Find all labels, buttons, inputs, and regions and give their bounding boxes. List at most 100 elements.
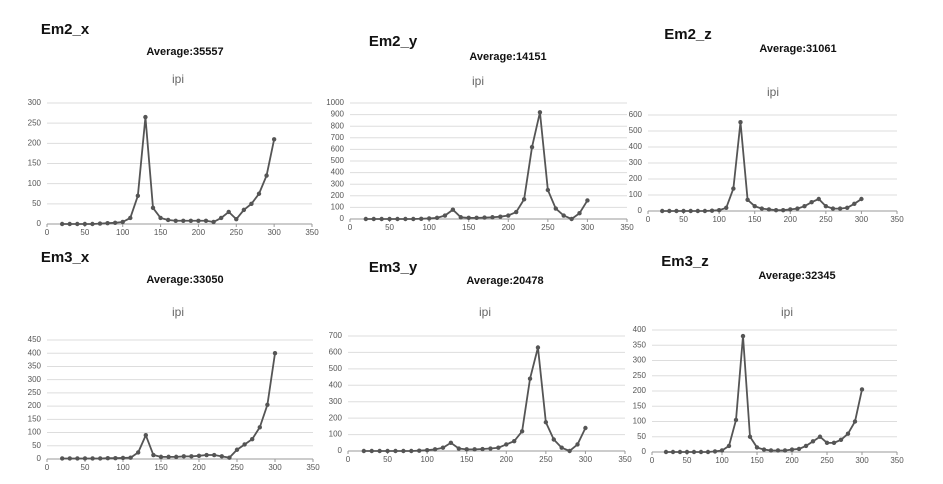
data-point — [403, 216, 408, 222]
y-tick-label: 300 — [28, 375, 42, 384]
data-point — [82, 221, 88, 227]
data-point — [196, 453, 202, 459]
data-point — [411, 216, 416, 222]
data-point — [387, 216, 392, 222]
data-point — [105, 456, 111, 461]
data-point — [795, 206, 800, 211]
data-point — [724, 205, 729, 210]
chart-label: Em3_x — [41, 249, 90, 266]
chart-subtitle: Average:32345 — [758, 270, 835, 282]
data-point — [219, 454, 224, 459]
data-point — [189, 454, 194, 459]
data-point — [773, 208, 779, 213]
data-point — [212, 452, 217, 458]
data-point — [670, 449, 676, 455]
data-point — [135, 193, 141, 198]
data-point — [128, 215, 133, 221]
data-point — [181, 218, 186, 223]
data-point — [831, 440, 837, 446]
x-tick-label: 300 — [267, 228, 281, 237]
x-tick-label: 150 — [154, 463, 168, 472]
x-tick-label: 350 — [306, 463, 320, 472]
y-tick-label: 0 — [638, 206, 643, 215]
y-tick-label: 0 — [338, 446, 343, 455]
y-tick-label: 500 — [629, 126, 643, 135]
data-point — [271, 137, 277, 142]
data-point — [82, 456, 88, 461]
x-tick-label: 100 — [715, 456, 729, 465]
data-point — [257, 425, 262, 430]
y-tick-label: 100 — [633, 417, 647, 426]
data-point — [67, 221, 72, 227]
data-point — [395, 216, 400, 222]
data-point — [775, 448, 781, 453]
data-point — [482, 215, 487, 220]
x-tick-label: 0 — [45, 463, 50, 472]
chart-subtitle: Average:33050 — [146, 274, 223, 286]
data-point — [583, 425, 588, 431]
y-tick-label: 600 — [331, 145, 345, 154]
data-point — [766, 207, 772, 212]
data-point — [250, 436, 255, 442]
data-point — [234, 216, 239, 222]
x-tick-label: 150 — [462, 223, 476, 232]
data-point — [158, 215, 163, 221]
y-tick-label: 0 — [37, 454, 42, 463]
data-point — [569, 216, 574, 222]
y-tick-label: 250 — [28, 118, 42, 127]
data-point — [150, 205, 156, 211]
data-point — [379, 216, 384, 222]
x-tick-label: 200 — [192, 228, 206, 237]
data-point — [504, 442, 509, 447]
data-point — [553, 206, 558, 211]
data-point — [136, 450, 141, 455]
y-tick-label: 0 — [340, 214, 345, 223]
y-tick-label: 100 — [28, 179, 42, 188]
chart-title: ipi — [172, 305, 184, 319]
data-point — [211, 219, 216, 225]
data-point — [181, 454, 186, 459]
y-tick-label: 300 — [331, 179, 345, 188]
x-tick-label: 100 — [116, 463, 130, 472]
data-line — [363, 347, 587, 453]
x-tick-label: 50 — [81, 463, 90, 472]
data-point — [498, 214, 503, 219]
y-tick-label: 350 — [28, 362, 42, 371]
data-point — [585, 198, 590, 203]
data-point — [120, 455, 126, 461]
data-point — [561, 213, 566, 218]
chart-title: ipi — [781, 305, 793, 319]
chart-subtitle: Average:14151 — [469, 51, 546, 63]
data-point — [419, 216, 424, 221]
data-point — [143, 114, 148, 120]
data-line — [365, 112, 589, 221]
data-point — [691, 449, 697, 455]
x-tick-label: 300 — [579, 455, 593, 464]
data-point — [738, 120, 743, 125]
x-tick-label: 350 — [620, 223, 634, 232]
data-point — [535, 345, 541, 350]
chart-label: Em2_x — [41, 21, 90, 38]
data-point — [448, 440, 454, 445]
y-tick-label: 200 — [331, 191, 345, 200]
data-point — [519, 429, 525, 434]
data-point — [128, 455, 133, 460]
data-point — [852, 419, 858, 424]
data-point — [196, 218, 201, 223]
data-line — [62, 117, 276, 225]
x-tick-label: 0 — [650, 456, 655, 465]
data-point — [789, 447, 795, 452]
y-tick-label: 200 — [633, 386, 647, 395]
data-point — [480, 446, 485, 452]
data-line — [666, 336, 863, 453]
data-point — [75, 456, 80, 461]
x-tick-label: 200 — [784, 215, 798, 224]
data-point — [768, 448, 774, 453]
data-point — [527, 376, 533, 381]
data-point — [242, 442, 247, 447]
chart-subtitle: Average:20478 — [466, 275, 543, 287]
chart-label: Em2_y — [369, 33, 418, 50]
x-tick-label: 50 — [385, 223, 394, 232]
data-point — [759, 206, 765, 211]
x-tick-label: 150 — [750, 456, 764, 465]
